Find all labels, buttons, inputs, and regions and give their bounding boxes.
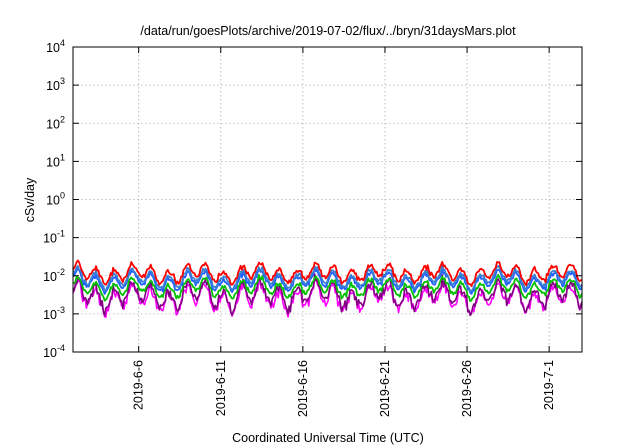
x-tick-label: 2019-6-16 bbox=[296, 360, 310, 417]
y-axis-label: cSv/day bbox=[23, 177, 37, 222]
y-tick-label: 102 bbox=[46, 114, 65, 131]
y-tick-label: 103 bbox=[46, 76, 65, 93]
y-tick-label: 10-4 bbox=[43, 343, 65, 360]
x-tick-label: 2019-7-1 bbox=[542, 360, 556, 410]
y-tick-label: 100 bbox=[46, 191, 65, 208]
series-layer bbox=[72, 259, 583, 318]
y-tick-label: 10-2 bbox=[43, 267, 65, 284]
y-axis: 10-4 10-3 10-2 10-1 100 101 102 103 104 bbox=[43, 38, 582, 360]
series-line bbox=[72, 273, 583, 317]
y-tick-label: 101 bbox=[46, 152, 65, 169]
grid bbox=[73, 47, 582, 352]
series-line bbox=[72, 259, 582, 287]
x-axis-label: Coordinated Universal Time (UTC) bbox=[232, 431, 424, 445]
series-line bbox=[72, 264, 583, 293]
y-tick-label: 10-3 bbox=[43, 305, 65, 322]
x-tick-label: 2019-6-6 bbox=[132, 360, 146, 410]
series-line bbox=[73, 273, 583, 303]
y-tick-label: 10-1 bbox=[43, 229, 65, 246]
x-tick-label: 2019-6-11 bbox=[214, 360, 228, 416]
x-tick-label: 2019-6-21 bbox=[378, 360, 392, 417]
chart-title: /data/run/goesPlots/archive/2019-07-02/f… bbox=[140, 24, 516, 38]
x-axis: 2019-6-6 2019-6-11 2019-6-16 2019-6-21 2019-… bbox=[132, 47, 556, 417]
y-tick-label: 104 bbox=[46, 38, 65, 55]
x-tick-label: 2019-6-26 bbox=[460, 360, 474, 417]
